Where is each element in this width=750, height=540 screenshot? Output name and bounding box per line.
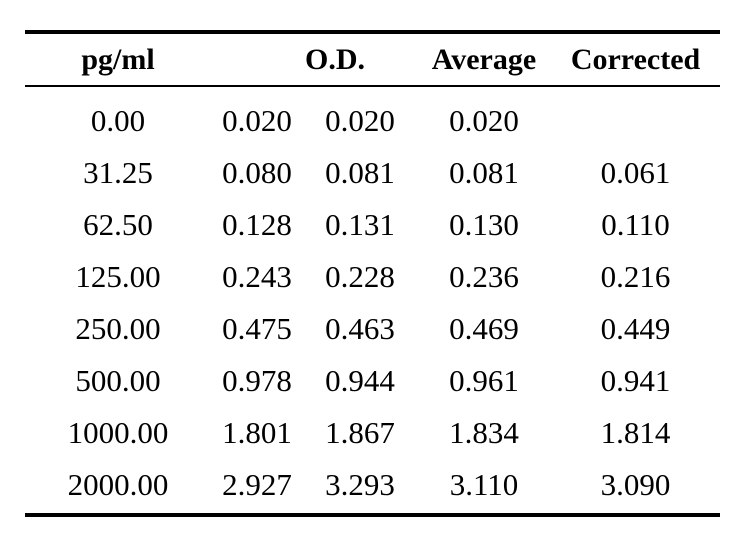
cell-pg: 0.00 bbox=[90, 103, 146, 138]
standard-curve-table: pg/ml O.D. Average Corrected 0.00 0.020 … bbox=[25, 30, 720, 517]
cell-od-1: 1.801 bbox=[222, 415, 292, 450]
cell-average: 0.020 bbox=[449, 103, 519, 138]
cell-average: 0.236 bbox=[449, 259, 519, 294]
cell-od-1: 0.978 bbox=[222, 363, 292, 398]
cell-average: 1.834 bbox=[449, 415, 519, 450]
cell-pg: 2000.00 bbox=[67, 467, 169, 502]
cell-corrected bbox=[563, 95, 708, 147]
cell-od-1: 2.927 bbox=[222, 467, 292, 502]
cell-pg: 31.25 bbox=[83, 155, 153, 190]
cell-od-2: 0.463 bbox=[325, 311, 395, 346]
cell-pg: 250.00 bbox=[75, 311, 161, 346]
cell-od-1: 0.128 bbox=[222, 207, 292, 242]
cell-corrected: 0.216 bbox=[600, 259, 671, 294]
header-average: Average bbox=[431, 42, 537, 76]
cell-average: 0.469 bbox=[449, 311, 519, 346]
table-row: 250.00 0.475 0.463 0.469 0.449 bbox=[25, 303, 720, 355]
cell-od-2: 3.293 bbox=[325, 467, 395, 502]
table-top-rule bbox=[25, 30, 720, 34]
header-corrected: Corrected bbox=[570, 42, 701, 76]
table-header-row: pg/ml O.D. Average Corrected bbox=[25, 34, 720, 85]
cell-pg: 125.00 bbox=[75, 259, 161, 294]
table-row: 0.00 0.020 0.020 0.020 bbox=[25, 95, 720, 147]
table-row: 125.00 0.243 0.228 0.236 0.216 bbox=[25, 251, 720, 303]
table-bottom-rule bbox=[25, 513, 720, 517]
cell-od-2: 0.081 bbox=[325, 155, 395, 190]
cell-od-2: 0.020 bbox=[325, 103, 395, 138]
cell-average: 3.110 bbox=[449, 467, 519, 502]
cell-corrected: 3.090 bbox=[600, 467, 671, 502]
table-body: 0.00 0.020 0.020 0.020 31.25 0.080 0.081… bbox=[25, 87, 720, 511]
table-row: 31.25 0.080 0.081 0.081 0.061 bbox=[25, 147, 720, 199]
cell-corrected: 1.814 bbox=[600, 415, 671, 450]
cell-corrected: 0.941 bbox=[600, 363, 671, 398]
cell-od-2: 1.867 bbox=[325, 415, 395, 450]
table-row: 500.00 0.978 0.944 0.961 0.941 bbox=[25, 355, 720, 407]
cell-od-1: 0.020 bbox=[222, 103, 292, 138]
table-row: 1000.00 1.801 1.867 1.834 1.814 bbox=[25, 407, 720, 459]
cell-od-1: 0.243 bbox=[222, 259, 292, 294]
table-row: 62.50 0.128 0.131 0.130 0.110 bbox=[25, 199, 720, 251]
cell-corrected: 0.449 bbox=[600, 311, 671, 346]
table-header-rule bbox=[25, 85, 720, 87]
cell-od-2: 0.228 bbox=[325, 259, 395, 294]
cell-od-2: 0.944 bbox=[325, 363, 395, 398]
header-od: O.D. bbox=[305, 42, 365, 76]
cell-pg: 62.50 bbox=[83, 207, 153, 242]
cell-pg: 1000.00 bbox=[67, 415, 169, 450]
cell-average: 0.081 bbox=[449, 155, 519, 190]
cell-average: 0.130 bbox=[449, 207, 519, 242]
cell-corrected: 0.061 bbox=[600, 155, 671, 190]
cell-od-1: 0.080 bbox=[222, 155, 292, 190]
cell-od-2: 0.131 bbox=[325, 207, 395, 242]
table-row: 2000.00 2.927 3.293 3.110 3.090 bbox=[25, 459, 720, 511]
header-pg-ml: pg/ml bbox=[81, 42, 155, 76]
cell-od-1: 0.475 bbox=[222, 311, 292, 346]
cell-pg: 500.00 bbox=[75, 363, 161, 398]
cell-corrected: 0.110 bbox=[601, 207, 670, 242]
cell-average: 0.961 bbox=[449, 363, 519, 398]
